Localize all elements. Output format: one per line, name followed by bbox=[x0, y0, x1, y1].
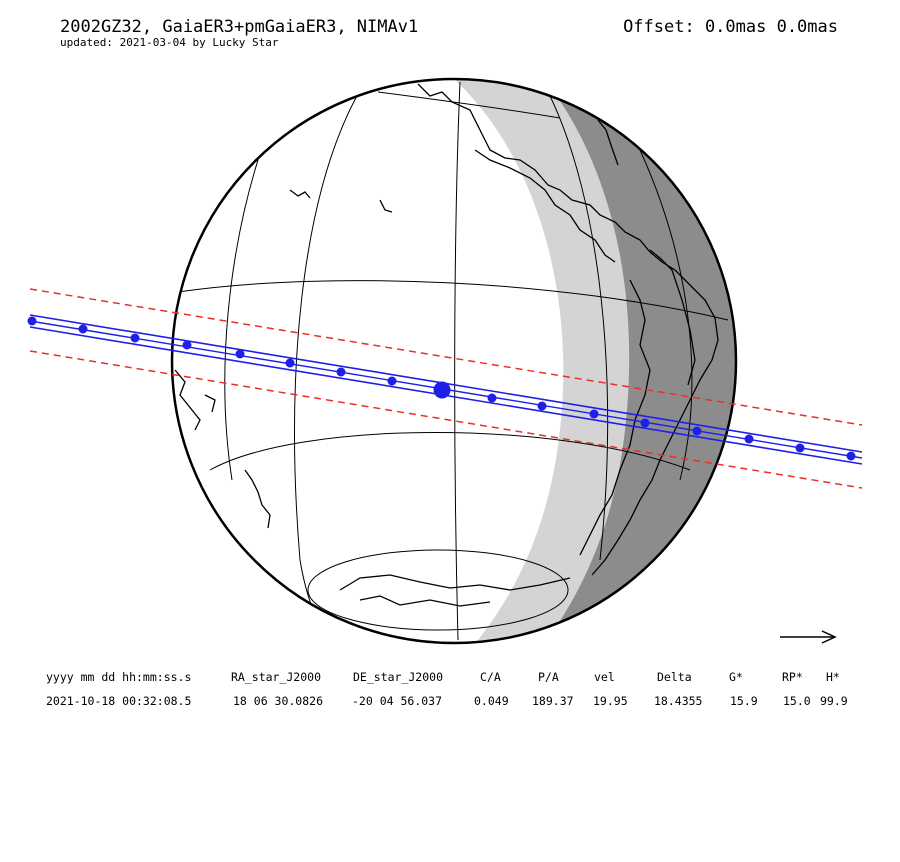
uncertainty-south-limit bbox=[29, 350, 863, 489]
map-title: 2002GZ32, GaiaER3+pmGaiaER3, NIMAv1 bbox=[60, 17, 419, 37]
value-h: 99.9 bbox=[820, 694, 848, 708]
occultation-map bbox=[27, 77, 863, 645]
header-ca: C/A bbox=[480, 670, 501, 684]
value-vel: 19.95 bbox=[593, 694, 628, 708]
time-marker bbox=[336, 367, 346, 377]
header-vel: vel bbox=[594, 670, 615, 684]
parallels bbox=[177, 91, 729, 631]
table-row: 2021-10-18 00:32:08.5 18 06 30.0826 -20 … bbox=[0, 694, 900, 708]
value-de: -20 04 56.037 bbox=[352, 694, 443, 708]
time-marker bbox=[795, 443, 805, 453]
value-datetime: 2021-10-18 00:32:08.5 bbox=[46, 694, 192, 708]
time-marker bbox=[387, 376, 397, 386]
globe bbox=[170, 77, 738, 645]
globe-outline bbox=[170, 77, 738, 645]
table-header-row: yyyy mm dd hh:mm:ss.s RA_star_J2000 DE_s… bbox=[0, 670, 900, 684]
time-marker bbox=[78, 324, 88, 334]
time-marker bbox=[537, 401, 547, 411]
uncertainty-north-limit bbox=[29, 288, 863, 426]
time-marker bbox=[692, 426, 702, 436]
header-datetime: yyyy mm dd hh:mm:ss.s bbox=[46, 670, 192, 684]
time-marker bbox=[182, 340, 192, 350]
value-ca: 0.049 bbox=[474, 694, 509, 708]
time-markers bbox=[27, 316, 856, 461]
time-marker bbox=[589, 409, 599, 419]
time-marker bbox=[285, 358, 295, 368]
time-marker bbox=[744, 434, 754, 444]
value-delta: 18.4355 bbox=[654, 694, 703, 708]
coastlines bbox=[174, 83, 719, 607]
value-rp: 15.0 bbox=[783, 694, 811, 708]
closest-approach-marker bbox=[433, 381, 451, 399]
header-pa: P/A bbox=[538, 670, 559, 684]
map-subtitle: updated: 2021-03-04 by Lucky Star bbox=[60, 36, 279, 49]
value-pa: 189.37 bbox=[532, 694, 574, 708]
event-table: yyyy mm dd hh:mm:ss.s RA_star_J2000 DE_s… bbox=[0, 670, 848, 712]
header-g: G* bbox=[729, 670, 743, 684]
value-g: 15.9 bbox=[730, 694, 758, 708]
header-ra: RA_star_J2000 bbox=[231, 670, 322, 684]
time-marker bbox=[846, 451, 856, 461]
time-marker bbox=[27, 316, 37, 326]
header-de: DE_star_J2000 bbox=[353, 670, 444, 684]
header-h: H* bbox=[826, 670, 840, 684]
offset-readout: Offset: 0.0mas 0.0mas bbox=[623, 17, 838, 37]
time-marker bbox=[487, 393, 497, 403]
arrow-right-icon bbox=[780, 630, 837, 644]
time-marker bbox=[130, 333, 140, 343]
time-marker bbox=[235, 349, 245, 359]
meridians bbox=[224, 81, 693, 641]
header-delta: Delta bbox=[657, 670, 692, 684]
time-marker bbox=[640, 418, 650, 428]
header-rp: RP* bbox=[782, 670, 803, 684]
value-ra: 18 06 30.0826 bbox=[233, 694, 324, 708]
